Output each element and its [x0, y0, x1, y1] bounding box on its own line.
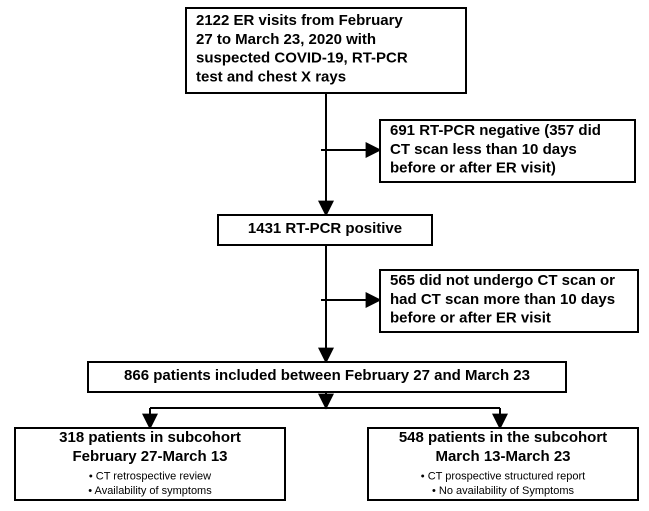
svg-text:• Availability of symptoms: • Availability of symptoms: [88, 485, 212, 497]
flow-box-excl2: 565 did not undergo CT scan or had CT sca…: [380, 270, 638, 332]
svg-text:27 to March 23, 2020 with: 27 to March 23, 2020 with: [196, 31, 376, 48]
svg-text:1431 RT-PCR positive: 1431 RT-PCR positive: [248, 220, 402, 237]
svg-text:• CT prospective structured: • CT prospective structured report: [421, 471, 585, 483]
svg-text:suspected COVID-19, RT-PCR: suspected COVID-19, RT-PCR: [196, 50, 408, 67]
svg-text:test and chest X rays: test and chest X rays: [196, 68, 346, 85]
svg-text:2122 ER visits from February: 2122 ER visits from February: [196, 12, 403, 29]
svg-text:February 27-March 13: February 27-March 13: [72, 448, 227, 465]
svg-text:• No availability of Sympto: • No availability of Symptoms: [432, 485, 575, 497]
svg-text:• CT retrospective review: • CT retrospective review: [89, 471, 211, 483]
flow-box-excl1: 691 RT-PCR negative (357 did CT scan less…: [380, 120, 635, 182]
svg-text:866 patients included between: 866 patients included between February 2…: [124, 367, 530, 384]
svg-text:318 patients in subcohort: 318 patients in subcohort: [59, 429, 241, 446]
svg-text:548 patients in the subcohort: 548 patients in the subcohort: [399, 429, 607, 446]
svg-text:CT scan less than 10 days: CT scan less than 10 days: [390, 141, 577, 158]
svg-text:565 did not undergo CT scan or: 565 did not undergo CT scan or: [390, 272, 615, 289]
flow-box-sub1: 318 patients in subcohort February 27-Mar…: [15, 428, 285, 500]
svg-text:691 RT-PCR negative (357 did: 691 RT-PCR negative (357 did: [390, 122, 601, 139]
svg-text:March 13-March 23: March 13-March 23: [435, 448, 570, 465]
flow-box-top: 2122 ER visits from February 27 to March …: [186, 8, 466, 93]
svg-text:before or after ER visit: before or after ER visit: [390, 310, 551, 327]
flow-box-sub2: 548 patients in the subcohort March 13-Ma…: [368, 428, 638, 500]
svg-text:before or after ER visit): before or after ER visit): [390, 160, 556, 177]
svg-text:had CT scan more than 10 days: had CT scan more than 10 days: [390, 291, 615, 308]
flow-box-pos: 1431 RT-PCR positive: [218, 215, 432, 245]
flow-box-cohort: 866 patients included between February 2…: [88, 362, 566, 392]
